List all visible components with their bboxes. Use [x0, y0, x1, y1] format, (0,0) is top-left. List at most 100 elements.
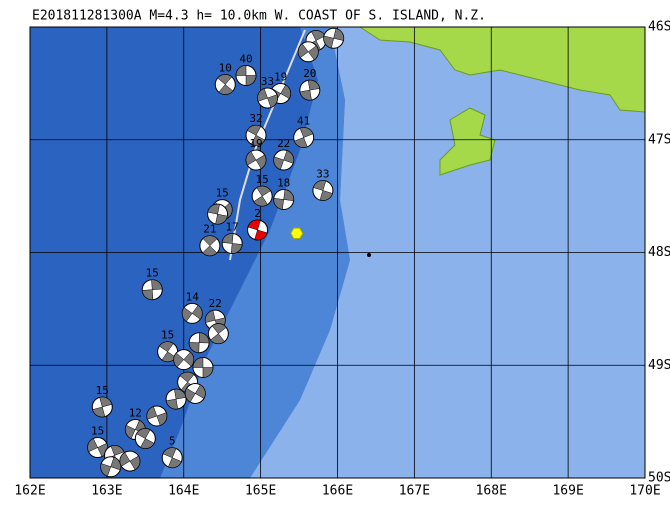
- ball-quadrants: [247, 219, 268, 241]
- y-tick-label: 50S: [648, 471, 670, 486]
- event-label: 40: [239, 52, 252, 65]
- beach-ball: [207, 323, 229, 345]
- ball-quadrants: [136, 428, 155, 449]
- event-label: 14: [186, 290, 200, 303]
- x-tick-label: 166E: [322, 484, 353, 499]
- ball-quadrants: [246, 124, 266, 146]
- y-tick-label: 49S: [648, 358, 670, 373]
- beach-ball: [251, 185, 273, 207]
- ball-quadrants: [217, 74, 234, 95]
- event-label: 15: [256, 173, 269, 186]
- ball-quadrants: [253, 185, 271, 207]
- event-label: 33: [261, 75, 274, 88]
- ball-quadrants: [202, 235, 218, 256]
- beach-ball: [119, 450, 141, 472]
- event-label: 19: [249, 137, 262, 150]
- event-label: 15: [216, 187, 229, 200]
- ball-quadrants: [92, 396, 113, 418]
- y-tick-label: 48S: [648, 245, 670, 260]
- x-tick-label: 162E: [14, 484, 45, 499]
- beach-ball: [141, 279, 163, 301]
- beach-ball: [214, 74, 236, 96]
- ball-quadrants: [235, 65, 257, 86]
- event-label: 10: [219, 62, 232, 75]
- beach-ball: [273, 149, 295, 171]
- beach-ball: [181, 302, 203, 324]
- x-tick-label: 164E: [168, 484, 199, 499]
- beach-ball: [173, 349, 195, 371]
- beach-ball: [297, 41, 319, 63]
- ball-quadrants: [221, 233, 243, 254]
- ball-quadrants: [192, 357, 214, 378]
- ball-quadrants: [162, 447, 182, 468]
- beach-ball: [207, 203, 229, 225]
- event-label: 33: [316, 167, 329, 180]
- beach-ball: [184, 382, 206, 404]
- event-label: 18: [277, 177, 290, 190]
- ball-quadrants: [298, 43, 319, 61]
- event-label: 41: [297, 114, 310, 127]
- ball-quadrants: [188, 332, 210, 353]
- beach-ball: [199, 235, 221, 257]
- x-tick-label: 165E: [245, 484, 276, 499]
- event-label: 5: [169, 435, 176, 448]
- ball-quadrants: [210, 323, 227, 344]
- beach-ball: [247, 219, 269, 241]
- beach-ball: [91, 396, 113, 418]
- ball-quadrants: [257, 88, 278, 108]
- beach-ball: [165, 388, 187, 410]
- beach-ball: [245, 124, 267, 146]
- beach-ball: [273, 189, 295, 211]
- ball-quadrants: [119, 452, 141, 470]
- beach-ball: [100, 456, 122, 478]
- event-label: 22: [209, 297, 222, 310]
- south-island: [358, 26, 646, 113]
- beach-ball: [161, 447, 183, 469]
- event-label: 17: [226, 220, 239, 233]
- event-label: 15: [146, 267, 159, 280]
- beach-ball: [245, 149, 267, 171]
- beach-ball: [134, 428, 156, 450]
- ball-quadrants: [173, 351, 194, 368]
- ball-quadrants: [313, 180, 333, 201]
- event-label: 2: [254, 207, 261, 220]
- ball-quadrants: [323, 28, 344, 49]
- stewart-island: [439, 107, 496, 176]
- beach-ball: [312, 179, 334, 201]
- y-tick-label: 46S: [648, 20, 670, 35]
- ball-quadrants: [273, 189, 294, 210]
- ball-quadrants: [185, 384, 206, 403]
- event-label: 20: [303, 67, 316, 80]
- x-tick-label: 168E: [476, 484, 507, 499]
- epicenter: [290, 227, 304, 240]
- beach-ball: [257, 87, 279, 109]
- frame: [29, 26, 646, 479]
- beach-ball: [221, 232, 243, 254]
- beach-ball: [293, 126, 315, 148]
- x-tick-label: 169E: [552, 484, 583, 499]
- title: E201811281300A M=4.3 h= 10.0km W. COAST …: [32, 9, 486, 24]
- event-label: 15: [161, 329, 174, 342]
- ball-quadrants: [141, 279, 163, 300]
- beach-ball: [192, 357, 214, 379]
- event-label: 32: [249, 112, 262, 125]
- x-tick-label: 163E: [91, 484, 122, 499]
- event-label: 12: [129, 407, 142, 420]
- x-tick-label: 170E: [629, 484, 660, 499]
- ball-quadrants: [299, 79, 320, 101]
- event-label: 22: [277, 137, 290, 150]
- ball-quadrants: [294, 127, 314, 148]
- event-label: 21: [203, 223, 216, 236]
- beach-ball: [235, 64, 257, 86]
- x-tick-label: 167E: [399, 484, 430, 499]
- event-label: 19: [274, 71, 287, 84]
- event-label: 15: [91, 425, 104, 438]
- y-tick-label: 47S: [648, 132, 670, 147]
- ball-quadrants: [182, 304, 203, 322]
- ball-quadrants: [207, 203, 228, 225]
- beach-ball: [188, 332, 210, 354]
- beach-ball: [146, 405, 168, 427]
- ball-quadrants: [146, 406, 168, 426]
- islet: [367, 253, 371, 257]
